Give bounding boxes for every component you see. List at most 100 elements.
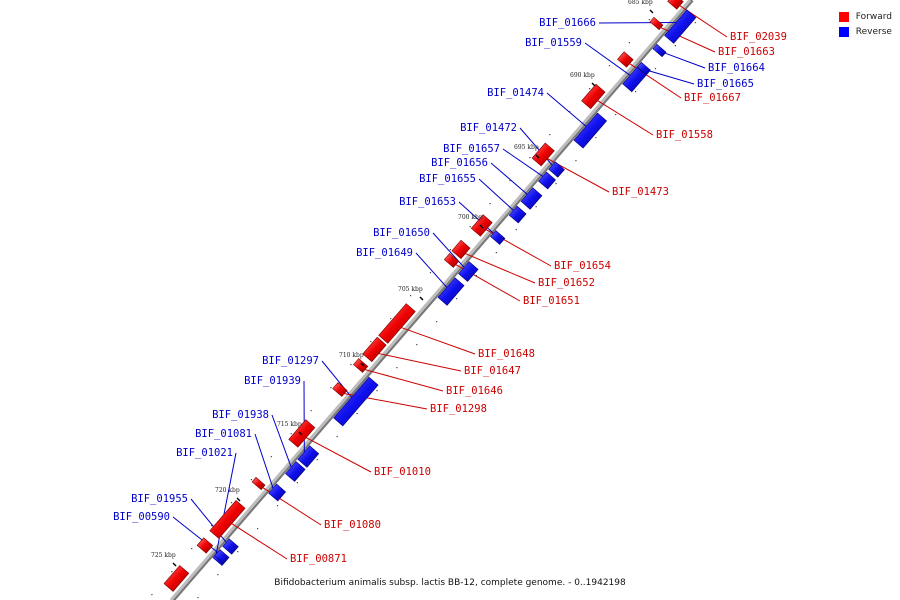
scale-label: 690 kbp: [570, 72, 595, 79]
gene-bif_01939: [297, 445, 320, 468]
guide-dot: [515, 229, 517, 231]
gene-bif_01647: [362, 336, 387, 363]
scale-tick: [649, 9, 654, 14]
leader-bif_01938: [271, 414, 292, 468]
leader-bif_01657: [502, 148, 544, 177]
gene-bif_01559: [622, 66, 647, 93]
gene-bif_01667: [617, 51, 634, 68]
gene-bif_01653: [490, 230, 506, 245]
leader-bif_01647: [378, 352, 462, 372]
gene-bif_01663: [649, 16, 664, 31]
gene-label-bif_01081: BIF_01081: [195, 428, 252, 440]
leader-bif_01648: [400, 326, 476, 355]
leader-bif_01653: [458, 201, 495, 234]
gene-label-bif_00871: BIF_00871: [290, 553, 347, 565]
gene-label-bif_01955: BIF_01955: [131, 493, 188, 505]
guide-dot: [595, 137, 597, 139]
guide-dot: [589, 88, 591, 90]
leader-bif_01649: [415, 252, 448, 288]
gene-label-bif_01938: BIF_01938: [212, 409, 269, 421]
guide-dot: [409, 295, 412, 297]
gene-label-bif_01666: BIF_01666: [539, 17, 596, 29]
gene-label-bif_01297: BIF_01297: [262, 355, 319, 367]
guide-dot: [257, 528, 259, 530]
guide-dot: [376, 390, 378, 392]
guide-dot: [211, 525, 213, 527]
scale-tick: [236, 497, 241, 502]
guide-dot: [489, 203, 491, 205]
gene-label-bif_01298: BIF_01298: [430, 403, 487, 415]
guide-dot: [509, 180, 511, 182]
backbone: [169, 0, 692, 600]
gene-label-bif_01558: BIF_01558: [656, 129, 713, 141]
guide-dot: [296, 482, 298, 484]
guide-dot: [330, 387, 332, 389]
leader-bif_01650: [432, 232, 465, 268]
scale-tick: [172, 562, 177, 567]
guide-dot: [429, 272, 432, 274]
leader-bif_01664: [663, 52, 706, 69]
gene-bif_01656: [520, 187, 543, 210]
gene-bif_01010: [288, 419, 316, 448]
gene-bif_02039: [667, 0, 684, 10]
guide-dot: [529, 157, 531, 159]
gene-bif_01657: [538, 171, 556, 190]
leader-bif_01559: [584, 42, 631, 76]
guide-dot: [608, 65, 611, 67]
gene-label-bif_01654: BIF_01654: [554, 260, 611, 272]
gene-label-bif_01665: BIF_01665: [697, 78, 754, 90]
gene-label-bif_00590: BIF_00590: [113, 511, 170, 523]
guide-dot: [628, 42, 631, 44]
backbone-shadow: [171, 0, 694, 600]
gene-bif_00590: [214, 549, 230, 564]
guide-dot: [310, 410, 312, 412]
scale-label: 685 kbp: [628, 0, 653, 6]
scale-label: 705 kbp: [398, 286, 423, 293]
guide-dot: [575, 160, 577, 162]
scale-tick: [535, 154, 540, 159]
gene-bif_01081: [268, 483, 287, 502]
gene-extra-1: [163, 565, 190, 592]
legend-forward: Forward: [838, 9, 892, 24]
gene-label-bif_01647: BIF_01647: [464, 365, 521, 377]
guide-dot: [694, 22, 696, 24]
guide-dot: [648, 19, 650, 21]
gene-bif_01080: [251, 476, 266, 491]
guide-dot: [350, 364, 352, 366]
scale-label: 715 kbp: [277, 421, 302, 428]
gene-bif_01664: [652, 43, 667, 58]
guide-dot: [250, 479, 252, 481]
gene-bif_01473: [531, 142, 555, 167]
gene-bif_00871: [209, 499, 246, 539]
leader-bif_01081: [254, 433, 274, 489]
guide-dot: [455, 298, 458, 300]
gene-bif_01646: [353, 358, 369, 373]
gene-bif_01558: [581, 83, 606, 110]
guide-dot: [569, 111, 571, 113]
legend: Forward Reverse: [838, 9, 892, 39]
gene-extra-2: [196, 537, 214, 554]
guide-dot: [416, 344, 418, 346]
guide-dot: [549, 134, 551, 136]
scale-label: 695 kbp: [514, 144, 539, 151]
gene-bif_01955: [222, 538, 239, 555]
guide-dot: [396, 367, 398, 369]
gene-bif_01665: [636, 61, 651, 76]
gene-bif_01666: [664, 9, 697, 44]
leader-bif_01474: [546, 92, 587, 127]
gene-bif_01651: [443, 253, 460, 268]
forward-label: Forward: [855, 11, 892, 22]
guide-dot: [356, 413, 358, 415]
guide-dot: [390, 318, 392, 320]
gene-bif_01938: [285, 461, 306, 482]
leader-bif_01010: [305, 437, 372, 473]
reverse-label: Reverse: [855, 26, 892, 37]
forward-swatch: [838, 11, 849, 22]
leader-bif_01297: [321, 360, 353, 398]
reverse-swatch: [838, 26, 849, 37]
guide-dot: [316, 459, 318, 461]
guide-dot: [674, 45, 677, 47]
gene-label-bif_01667: BIF_01667: [684, 92, 741, 104]
scale-tick: [419, 296, 424, 301]
gene-label-bif_01646: BIF_01646: [446, 385, 503, 397]
